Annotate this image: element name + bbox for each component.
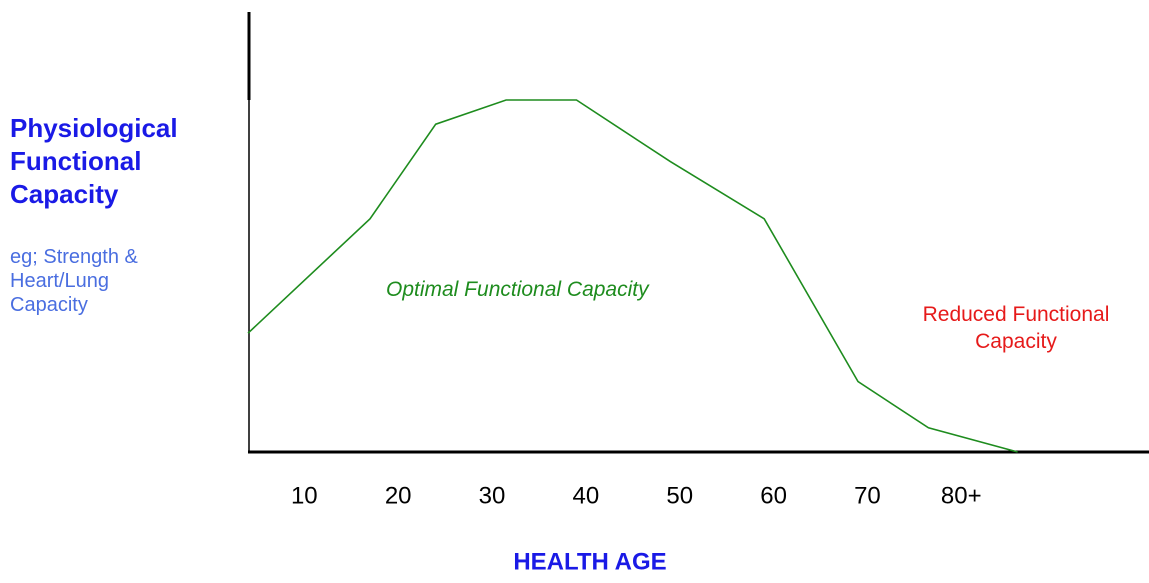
chart-title: Physiological Functional Capacity: [10, 113, 178, 209]
x-tick-label: 50: [666, 482, 693, 509]
x-tick-label: 70: [854, 482, 881, 509]
x-tick-label: 40: [573, 482, 600, 509]
x-tick-label: 80+: [941, 482, 982, 509]
annotation: Reduced Functional Capacity: [922, 303, 1110, 353]
x-tick-label: 30: [479, 482, 506, 509]
x-axis-label: HEALTH AGE: [513, 548, 666, 575]
x-tick-label: 60: [760, 482, 787, 509]
line: [247, 99, 1018, 453]
chart-subtitle: eg; Strength & Heart/Lung Capacity: [10, 246, 138, 316]
x-tick-label: 10: [291, 482, 318, 509]
x-tick-label: 20: [385, 482, 412, 509]
annotation: Optimal Functional Capacity: [386, 278, 649, 301]
